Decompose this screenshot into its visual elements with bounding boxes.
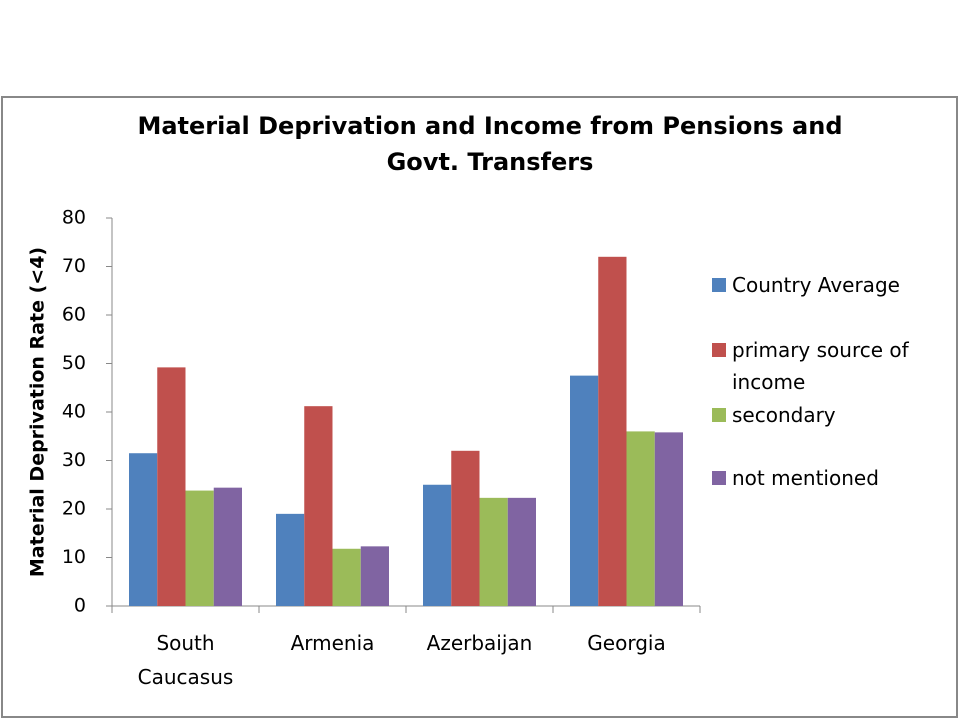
y-tick-label: 60 bbox=[62, 304, 86, 326]
legend-label: Country Average bbox=[732, 273, 900, 297]
y-tick-label: 20 bbox=[62, 498, 86, 520]
y-tick-label: 70 bbox=[62, 255, 86, 277]
bar bbox=[507, 497, 536, 606]
y-axis-label: Material Deprivation Rate (<4) bbox=[27, 247, 49, 577]
y-tick-label: 0 bbox=[74, 595, 86, 617]
bar bbox=[598, 256, 627, 606]
bar bbox=[626, 431, 655, 606]
y-tick-label: 80 bbox=[62, 207, 86, 229]
y-tick-label: 30 bbox=[62, 449, 86, 471]
bar bbox=[479, 497, 508, 606]
bar bbox=[332, 548, 361, 606]
bar bbox=[129, 453, 158, 606]
y-tick-label: 10 bbox=[62, 546, 86, 568]
legend-label: secondary bbox=[732, 403, 836, 427]
y-tick-label: 40 bbox=[62, 401, 86, 423]
bar bbox=[451, 450, 480, 606]
legend-swatch bbox=[712, 278, 726, 292]
bar bbox=[185, 490, 214, 606]
bar bbox=[213, 487, 242, 606]
legend-swatch bbox=[712, 343, 726, 357]
x-tick-label: South Caucasus bbox=[137, 631, 234, 689]
chart-title: Material Deprivation and Income from Pen… bbox=[137, 112, 843, 176]
bar bbox=[570, 375, 599, 606]
x-tick-label: Armenia bbox=[290, 631, 375, 655]
x-tick-label: Georgia bbox=[587, 631, 666, 655]
bar bbox=[360, 546, 389, 606]
legend-label: primary source of income bbox=[732, 338, 909, 394]
bar bbox=[423, 484, 452, 606]
x-tick-label: Azerbaijan bbox=[426, 631, 533, 655]
bar bbox=[276, 513, 305, 606]
legend-label: not mentioned bbox=[732, 466, 879, 490]
bar bbox=[304, 406, 333, 606]
chart-frame bbox=[1, 96, 958, 718]
y-tick-label: 50 bbox=[62, 352, 86, 374]
bar bbox=[157, 367, 186, 606]
legend-swatch bbox=[712, 471, 726, 485]
legend-swatch bbox=[712, 408, 726, 422]
bar bbox=[654, 432, 683, 606]
